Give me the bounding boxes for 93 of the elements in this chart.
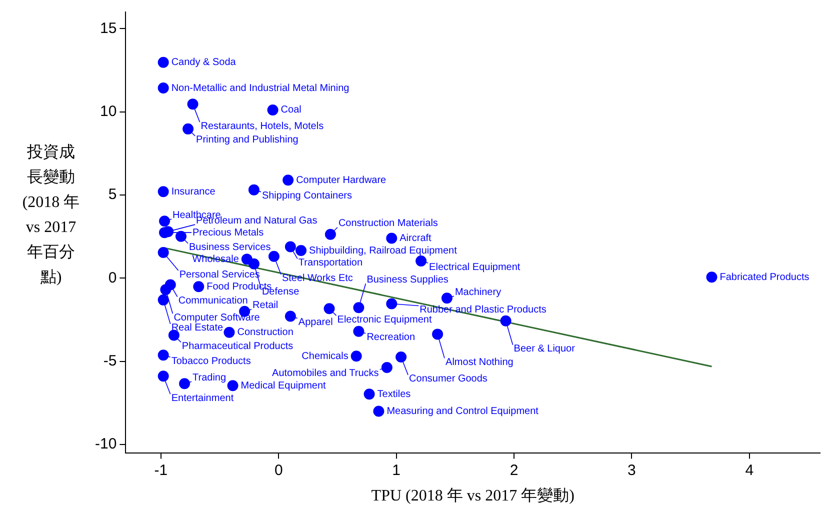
x-tick-label: 2 (510, 462, 518, 479)
point (158, 82, 169, 94)
annotation: Medical Equipment (240, 380, 326, 392)
annotation: Candy & Soda (171, 57, 236, 68)
y-tick-label: -10 (94, 436, 117, 453)
annotation: Chemicals (302, 350, 348, 362)
x-tick-label: -1 (154, 462, 168, 479)
y-axis-title: 投資成長變動(2018 年 vs 2017 年百分點) (22, 142, 80, 288)
point (441, 292, 452, 304)
point (193, 281, 204, 292)
point (159, 216, 170, 227)
annotation: Steel Works Etc (282, 273, 353, 284)
annotation: Transportation (298, 257, 363, 268)
point (158, 56, 169, 68)
point (158, 294, 169, 306)
annotation: Fabricated Products (720, 272, 810, 283)
point (282, 174, 294, 186)
point (373, 406, 384, 417)
point (179, 378, 190, 390)
annotation: Aircraft (400, 232, 432, 244)
x-tick-label: 1 (392, 462, 401, 479)
annotation: Machinery (454, 286, 502, 298)
annotation: Computer Hardware (296, 174, 387, 186)
annotation: Retail (252, 300, 278, 312)
annotation: Communication (178, 296, 248, 307)
point (381, 362, 392, 373)
annotation: Entertainment (171, 392, 234, 404)
point (386, 298, 398, 310)
y-tick-label: 0 (108, 269, 117, 286)
annotation: Apparel (298, 316, 333, 328)
point (248, 258, 260, 270)
point (350, 350, 362, 362)
y-tick-label: -5 (103, 352, 117, 370)
annotation: Recreation (366, 332, 416, 344)
point (296, 245, 307, 256)
annotation: Textiles (377, 388, 411, 400)
point (168, 330, 180, 341)
point (364, 388, 375, 400)
annotation: Almost Nothing (446, 356, 514, 368)
annotation: Measuring and Control Equipment (386, 406, 539, 417)
annotation: Automobiles and Trucks (272, 368, 379, 380)
point (500, 315, 512, 326)
point (267, 104, 278, 116)
point (396, 351, 407, 362)
annotation: Construction Materials (338, 218, 438, 230)
y-tick-label: 5 (108, 186, 117, 204)
point (353, 302, 364, 314)
annotation: Pharmaceutical Products (182, 340, 294, 352)
annotation: Non-Metallic and Industrial Metal Mining (171, 82, 350, 94)
point (224, 326, 235, 338)
annotation: Printing and Publishing (196, 134, 298, 146)
annotation: Construction (237, 327, 294, 338)
annotation: Electronic Equipment (337, 314, 432, 326)
point (284, 241, 296, 252)
point (227, 380, 238, 392)
x-tick-label: 0 (274, 462, 283, 479)
point (187, 98, 198, 110)
annotation: Electrical Equipment (429, 262, 520, 273)
x-tick-label: 3 (628, 462, 636, 479)
annotation: Precious Metals (192, 227, 264, 238)
point (182, 123, 194, 134)
annotation: Tobacco Products (171, 356, 251, 367)
annotation: Trading (192, 372, 226, 384)
point (268, 250, 280, 262)
annotation: Restaraunts, Hotels, Motels (200, 120, 324, 132)
point (158, 350, 169, 361)
point (324, 303, 335, 314)
x-tick-label: 4 (745, 462, 754, 479)
point (160, 284, 172, 296)
point (248, 184, 260, 196)
point (432, 328, 444, 340)
point (706, 272, 718, 283)
point (324, 228, 336, 240)
annotation: Beer & Liquor (514, 344, 576, 355)
annotation: Business Services (188, 242, 271, 254)
point (158, 247, 169, 258)
y-tick-label: 15 (100, 20, 117, 37)
annotation: Coal (280, 104, 302, 116)
point (158, 370, 169, 382)
point (284, 310, 296, 322)
y-tick-label: 10 (100, 102, 117, 120)
x-axis-title: TPU (2018 年 vs 2017 年變動) (371, 486, 574, 505)
point (353, 326, 364, 337)
point (416, 256, 427, 267)
point (158, 186, 169, 198)
point (175, 230, 186, 242)
annotation: Insurance (171, 186, 216, 198)
annotation: Consumer Goods (409, 374, 488, 385)
annotation: Real Estate (171, 322, 224, 334)
point (386, 232, 398, 244)
annotation: Shipbuilding, Railroad Equipment (309, 245, 458, 256)
annotation: Business Supplies (366, 274, 448, 286)
annotation: Shipping Containers (262, 190, 352, 202)
